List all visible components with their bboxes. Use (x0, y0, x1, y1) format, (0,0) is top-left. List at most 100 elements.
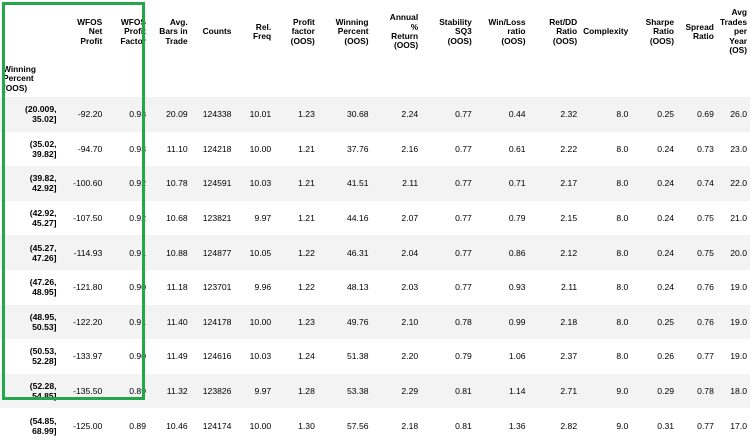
table-cell: 2.29 (371, 373, 422, 409)
table-cell: 0.74 (677, 166, 717, 201)
table-cell: 123826 (190, 373, 235, 409)
table-cell: 21.0 (730, 213, 747, 224)
col-avg-trades: Avg Trades per Year (OS) (719, 7, 747, 56)
table-cell: 26.0 (716, 97, 750, 132)
table-cell: 9.97 (234, 373, 275, 409)
table-cell: 2.22 (560, 143, 578, 154)
table-cell: 30.68 (317, 97, 372, 132)
col-wfos-profit-factor: WFOS Profit Factor (120, 16, 146, 46)
table-cell: 0.99 (474, 304, 529, 340)
col-stability: Stability SQ3 (OOS) (439, 16, 472, 46)
table-cell: 0.77 (421, 166, 475, 201)
table-cell: 1.21 (298, 143, 315, 154)
table-cell: 8.0 (616, 143, 629, 154)
index-corner (0, 0, 60, 64)
table-cell: 2.11 (561, 282, 578, 293)
table-cell: 2.82 (560, 420, 578, 431)
table-cell: 0.79 (455, 351, 472, 362)
table-cell: 37.76 (347, 143, 369, 154)
table-cell: 8.0 (580, 235, 632, 270)
table-cell: 0.77 (421, 235, 475, 270)
table-cell: 0.44 (474, 97, 529, 132)
table-cell: 20.09 (148, 97, 191, 132)
col-wfos-net-profit: WFOS Net Profit (77, 16, 103, 46)
table-cell: 0.24 (657, 213, 675, 224)
table-cell: 2.12 (528, 235, 581, 270)
table-cell: 23.0 (730, 143, 747, 154)
table-cell: 0.90 (129, 282, 146, 293)
table-row: (45.27, 47.26] -114.93 0.91 10.88 124877 10.0… (0, 235, 750, 270)
table-cell: 2.71 (528, 373, 581, 409)
table-cell: 0.91 (105, 304, 149, 340)
table-cell: 2.04 (371, 235, 422, 270)
table-cell: 0.71 (474, 166, 529, 201)
table-cell: 0.79 (508, 213, 526, 224)
table-cell: 123821 (202, 213, 232, 224)
table-cell: 0.78 (677, 373, 717, 409)
table-cell: 0.92 (105, 166, 149, 201)
table-cell: 2.37 (560, 351, 578, 362)
table-cell: 53.38 (317, 373, 372, 409)
table-cell: 0.92 (129, 213, 146, 224)
column-header-row: WFOS Net Profit WFOS Profit Factor Avg. … (0, 0, 750, 64)
table-cell: 0.24 (631, 166, 678, 201)
col-winning-percent: Winning Percent (OOS) (335, 16, 369, 46)
col-win-loss: Win/Loss ratio (OOS) (488, 16, 526, 46)
table-cell: 11.32 (148, 373, 191, 409)
table-cell: 8.0 (616, 213, 629, 224)
table-cell: 0.29 (631, 373, 678, 409)
table-cell: 0.81 (455, 420, 472, 431)
table-cell: 0.77 (455, 213, 472, 224)
col-sharpe: Sharpe Ratio (OOS) (645, 16, 675, 46)
table-cell: 1.24 (298, 351, 315, 362)
table-row: (20.009, 35.02] -92.20 0.93 20.09 124338 10.0… (0, 97, 750, 132)
table-cell: 124178 (190, 304, 235, 340)
row-index-label: (39.82, 42.92] (0, 166, 60, 201)
table-cell: 0.24 (657, 143, 675, 154)
index-header-spacer (59, 64, 750, 97)
table-cell: 1.14 (474, 373, 529, 409)
table-cell: 0.89 (105, 373, 149, 409)
row-index-label: (35.02, 39.82] (29, 138, 57, 159)
table-row: (47.26, 48.95] -121.80 0.90 11.18 123701 9.96… (0, 270, 750, 305)
table-row: (39.82, 42.92] -100.60 0.92 10.78 124591 10.0… (0, 166, 750, 201)
table-cell: 0.31 (657, 420, 675, 431)
table-cell: 10.46 (166, 420, 188, 431)
table-cell: 0.93 (129, 143, 146, 154)
table-cell: 10.00 (249, 420, 272, 431)
row-index-label: (50.53, 52.28] (29, 346, 57, 367)
table-cell: -122.20 (59, 304, 106, 340)
table-row: (35.02, 39.82] -94.70 0.93 11.10 124218 10.00… (0, 132, 750, 167)
table-cell: 57.56 (347, 420, 369, 431)
table-cell: 0.77 (455, 282, 472, 293)
table-cell: 0.25 (631, 97, 678, 132)
table-cell: -135.50 (59, 373, 106, 409)
table-cell: 10.01 (234, 97, 275, 132)
table-cell: 124877 (190, 235, 235, 270)
table-cell: 1.23 (274, 97, 318, 132)
table-cell: 49.76 (317, 304, 372, 340)
table-row: (48.95, 50.53] -122.20 0.91 11.40 124178 10.0… (0, 304, 750, 340)
table-cell: 10.00 (234, 304, 275, 340)
table-cell: 20.0 (716, 235, 750, 270)
table-cell: 8.0 (616, 282, 629, 293)
table-cell: 0.77 (697, 420, 714, 431)
table-cell: 0.75 (697, 213, 714, 224)
col-ret-dd: Ret/DD Ratio (OOS) (549, 16, 578, 46)
table-cell: 1.23 (274, 304, 318, 340)
index-header: Winning Percent (OOS) (3, 63, 36, 93)
table-cell: 1.30 (298, 420, 315, 431)
table-cell: 0.77 (697, 351, 714, 362)
row-index-label: (20.009, 35.02] (0, 97, 60, 132)
table-cell: 9.97 (254, 213, 272, 224)
table-cell: 0.77 (421, 97, 475, 132)
table-cell: 10.88 (148, 235, 191, 270)
table-cell: 19.0 (716, 304, 750, 340)
table-cell: 2.11 (371, 166, 422, 201)
col-profit-factor: Profit factor (OOS) (290, 16, 315, 46)
table-cell: 8.0 (580, 97, 632, 132)
table-cell: 51.38 (347, 351, 369, 362)
table-cell: 8.0 (580, 166, 632, 201)
table-body: (20.009, 35.02] -92.20 0.93 20.09 124338 10.0… (0, 97, 750, 443)
